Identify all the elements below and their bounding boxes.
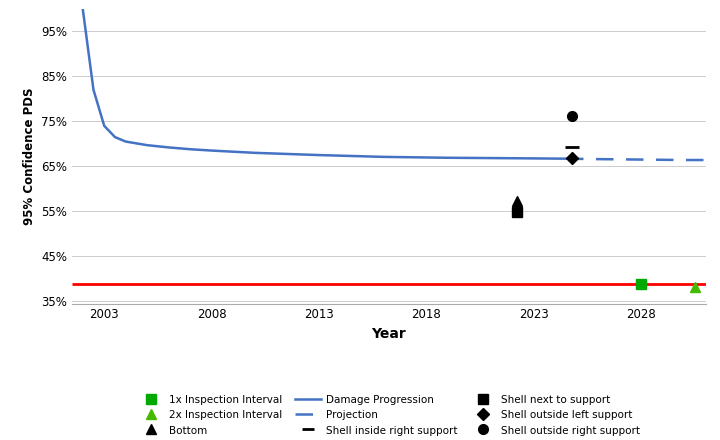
Damage Progression	[508, 156, 517, 161]
Damage Progression	[251, 150, 259, 155]
Damage Progression	[78, 6, 87, 11]
Projection	[594, 157, 603, 162]
Damage Progression	[164, 145, 173, 150]
Damage Progression	[122, 139, 130, 144]
Projection	[562, 156, 570, 161]
Projection	[680, 158, 688, 163]
Line: Projection: Projection	[566, 159, 706, 160]
Damage Progression	[89, 87, 98, 92]
Damage Progression	[100, 123, 109, 128]
X-axis label: Year: Year	[372, 327, 406, 341]
Projection	[637, 157, 646, 162]
Damage Progression	[444, 155, 452, 161]
Damage Progression	[379, 154, 388, 160]
Legend: 1x Inspection Interval, 2x Inspection Interval, Bottom, Critical PDS, Damage Pro: 1x Inspection Interval, 2x Inspection In…	[135, 391, 643, 440]
Damage Progression	[315, 152, 323, 158]
Damage Progression	[186, 147, 194, 152]
Line: Damage Progression: Damage Progression	[83, 9, 566, 159]
Damage Progression	[562, 156, 570, 161]
Damage Progression	[207, 148, 216, 153]
Projection	[701, 158, 710, 163]
Y-axis label: 95% Confidence PDS: 95% Confidence PDS	[22, 88, 35, 225]
Damage Progression	[143, 143, 151, 148]
Damage Progression	[111, 135, 120, 140]
